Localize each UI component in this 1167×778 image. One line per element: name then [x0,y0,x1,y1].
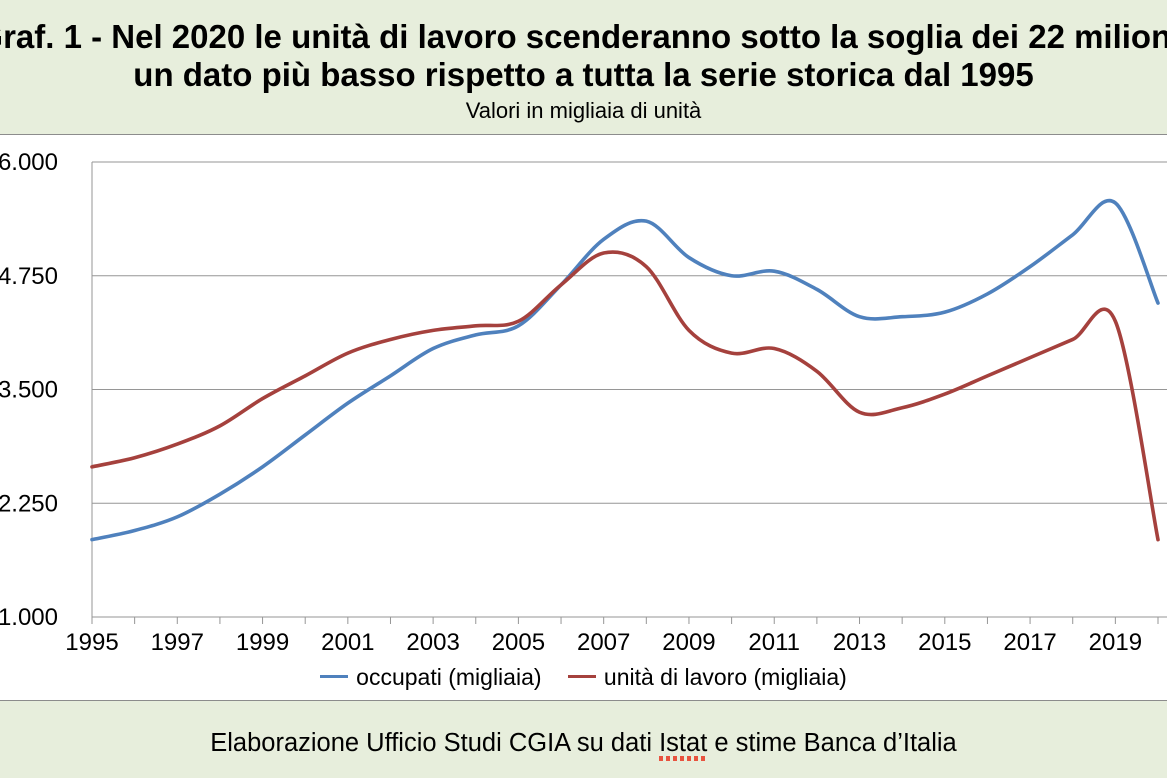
svg-text:2005: 2005 [492,629,545,656]
svg-text:2015: 2015 [918,629,971,656]
svg-text:22.250: 22.250 [0,490,58,517]
svg-text:1997: 1997 [151,629,204,656]
svg-text:21.000: 21.000 [0,604,58,631]
svg-text:2001: 2001 [321,629,374,656]
svg-text:1999: 1999 [236,629,289,656]
svg-text:2013: 2013 [833,629,886,656]
svg-text:1995: 1995 [65,629,118,656]
svg-text:2009: 2009 [662,629,715,656]
svg-text:26.000: 26.000 [0,149,58,176]
svg-text:2003: 2003 [406,629,459,656]
svg-text:2017: 2017 [1003,629,1056,656]
svg-text:23.500: 23.500 [0,377,58,404]
svg-text:2007: 2007 [577,629,630,656]
svg-text:2019: 2019 [1089,629,1142,656]
svg-text:2011: 2011 [748,629,800,656]
svg-text:24.750: 24.750 [0,263,58,290]
